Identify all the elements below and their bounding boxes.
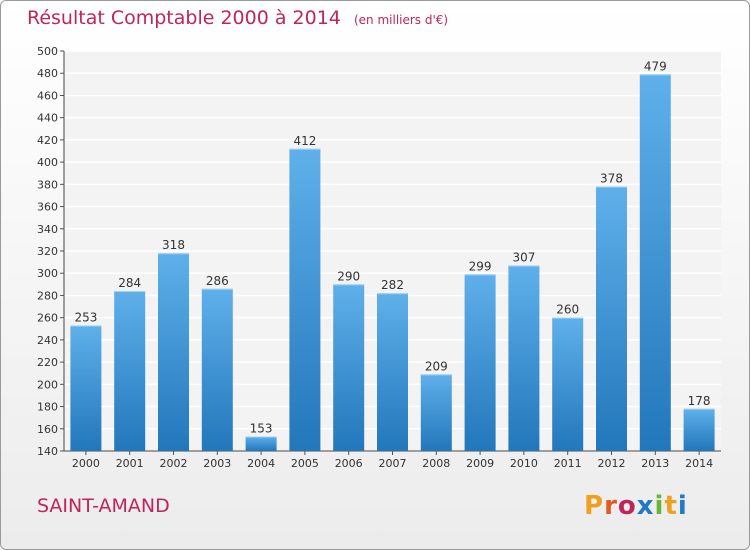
chart-title-row: Résultat Comptable 2000 à 2014 (en milli…	[27, 7, 448, 29]
bar-value-label: 299	[469, 259, 492, 273]
x-tick-label: 2002	[160, 457, 188, 470]
y-tick-label: 220	[37, 356, 58, 369]
proxiti-logo: Proxiti	[584, 491, 688, 521]
bar-value-label: 178	[688, 394, 711, 408]
y-tick-label: 300	[37, 267, 58, 280]
bar	[333, 284, 365, 451]
y-tick-label: 440	[37, 112, 58, 125]
bar-value-label: 253	[74, 310, 97, 324]
bar-value-label: 290	[337, 269, 360, 283]
bar	[639, 74, 671, 451]
x-tick-label: 2005	[291, 457, 319, 470]
y-tick-label: 360	[37, 201, 58, 214]
logo-letter: i	[677, 491, 688, 521]
x-tick-label: 2001	[116, 457, 144, 470]
bar-value-label: 479	[644, 59, 667, 73]
bar-value-label: 260	[556, 303, 579, 317]
y-tick-label: 500	[37, 45, 58, 58]
y-tick-label: 380	[37, 178, 58, 191]
x-tick-label: 2009	[466, 457, 494, 470]
y-tick-label: 460	[37, 89, 58, 102]
bar-value-label: 307	[512, 250, 535, 264]
x-tick-label: 2006	[335, 457, 363, 470]
bar-value-label: 153	[250, 422, 273, 436]
x-tick-label: 2000	[72, 457, 100, 470]
y-tick-label: 180	[37, 401, 58, 414]
bar	[464, 274, 496, 451]
y-tick-label: 280	[37, 289, 58, 302]
bar	[377, 293, 408, 451]
bar	[70, 325, 102, 451]
x-tick-label: 2007	[379, 457, 407, 470]
x-tick-label: 2010	[510, 457, 538, 470]
logo-letter: P	[584, 491, 605, 521]
logo-letter: i	[654, 491, 665, 521]
commune-name: SAINT-AMAND	[37, 495, 170, 517]
chart-unit: (en milliers d'€)	[353, 13, 449, 27]
bar	[158, 253, 189, 451]
logo-letter: x	[636, 491, 655, 521]
x-tick-label: 2012	[598, 457, 626, 470]
y-tick-label: 340	[37, 223, 58, 236]
bar	[289, 148, 321, 451]
y-tick-label: 160	[37, 423, 58, 436]
bar	[596, 186, 627, 452]
x-tick-label: 2014	[685, 457, 713, 470]
bar-value-label: 378	[600, 172, 623, 186]
y-tick-label: 140	[37, 445, 58, 458]
bar-value-label: 282	[381, 278, 404, 292]
logo-letter: o	[617, 491, 637, 521]
y-tick-label: 260	[37, 312, 58, 325]
x-tick-label: 2013	[641, 457, 669, 470]
chart-title: Résultat Comptable 2000 à 2014	[27, 7, 341, 29]
bar	[114, 291, 146, 451]
bar	[683, 408, 715, 451]
x-tick-label: 2011	[554, 457, 582, 470]
bar	[201, 288, 233, 451]
bar-value-label: 318	[162, 238, 185, 252]
y-tick-label: 200	[37, 378, 58, 391]
bar-value-label: 412	[293, 134, 316, 148]
y-tick-label: 480	[37, 67, 58, 80]
y-tick-label: 320	[37, 245, 58, 258]
bar	[245, 436, 277, 451]
logo-letter: t	[664, 491, 678, 521]
bar-value-label: 284	[118, 276, 141, 290]
bar-value-label: 286	[206, 274, 229, 288]
y-tick-label: 240	[37, 334, 58, 347]
y-tick-label: 420	[37, 134, 58, 147]
bar	[552, 317, 584, 451]
bar	[420, 374, 452, 451]
x-tick-label: 2003	[203, 457, 231, 470]
bar-value-label: 209	[425, 359, 448, 373]
x-tick-label: 2004	[247, 457, 275, 470]
logo-letter: r	[604, 491, 618, 521]
bar	[508, 265, 540, 451]
y-tick-label: 400	[37, 156, 58, 169]
x-tick-label: 2008	[422, 457, 450, 470]
